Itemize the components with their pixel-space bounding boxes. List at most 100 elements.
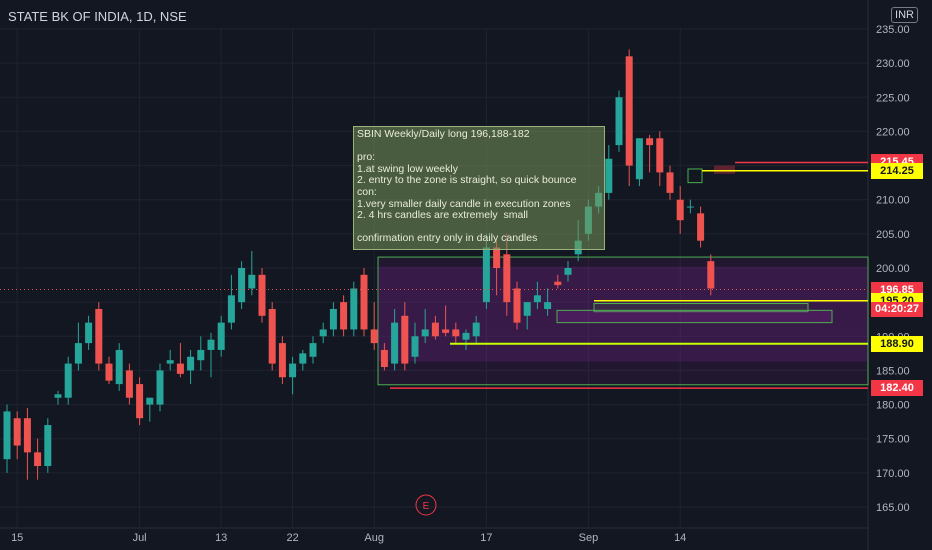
candle-body xyxy=(401,315,409,364)
candle-body xyxy=(13,418,21,446)
candle-body xyxy=(95,308,103,364)
entry-zone-box-lower xyxy=(556,309,833,324)
candle-body xyxy=(319,329,327,337)
candle-body xyxy=(176,363,184,374)
candle-body xyxy=(697,213,705,241)
y-tick-label: 230.00 xyxy=(876,58,910,70)
candle-body xyxy=(554,281,562,286)
event-marker[interactable]: E xyxy=(415,494,437,516)
y-tick-label: 200.00 xyxy=(876,263,910,275)
candle-body xyxy=(105,363,113,381)
entry-zone-box-late xyxy=(687,168,703,184)
candle-body xyxy=(707,261,715,289)
candle-body xyxy=(676,199,684,221)
candle-body xyxy=(329,308,337,330)
candle-body xyxy=(340,302,348,330)
x-tick-label: Sep xyxy=(579,532,599,544)
candle-body xyxy=(248,274,256,289)
candle-body xyxy=(268,308,276,364)
candle-body xyxy=(503,254,511,303)
y-tick-label: 170.00 xyxy=(876,468,910,480)
candle-body xyxy=(44,425,52,467)
y-tick-label: 225.00 xyxy=(876,92,910,104)
x-tick-label: 17 xyxy=(480,532,492,544)
candle-body xyxy=(85,322,93,344)
candle-body xyxy=(34,452,42,467)
price-tag: 188.90 xyxy=(871,335,923,352)
y-axis[interactable]: 165.00170.00175.00180.00185.00190.00195.… xyxy=(876,24,910,514)
candle-body xyxy=(146,397,154,405)
price-tag: 214.25 xyxy=(871,162,923,179)
candle-body xyxy=(482,247,490,303)
y-tick-label: 205.00 xyxy=(876,229,910,241)
demand-zone-outline xyxy=(377,256,869,386)
candle-body xyxy=(472,322,480,337)
candle-body xyxy=(115,349,123,385)
candle-body xyxy=(23,418,31,453)
candle-body xyxy=(74,343,82,364)
candle-body xyxy=(309,343,317,357)
candle-body xyxy=(370,329,378,344)
x-tick-label: 15 xyxy=(11,532,23,544)
candle-body xyxy=(64,363,72,398)
candle-body xyxy=(442,329,450,333)
candle-body xyxy=(380,349,388,368)
candle-body xyxy=(278,343,286,378)
candle-body xyxy=(431,322,439,337)
candle-body xyxy=(421,329,429,337)
x-tick-label: Aug xyxy=(364,532,384,544)
candle-body xyxy=(493,247,501,268)
candle-body xyxy=(207,339,215,350)
candle-body xyxy=(217,322,225,350)
candle-body xyxy=(411,336,419,357)
candle-body xyxy=(54,394,62,398)
candle-body xyxy=(605,158,613,193)
earnings-event-icon[interactable] xyxy=(415,494,437,516)
symbol-title[interactable]: STATE BK OF INDIA, 1D, NSE xyxy=(8,9,187,24)
candle-body xyxy=(258,274,266,316)
candle-body xyxy=(289,363,297,378)
x-tick-label: 14 xyxy=(674,532,686,544)
candle-body xyxy=(197,349,205,361)
candle-body xyxy=(299,353,307,364)
candle-body xyxy=(350,288,358,330)
candle-body xyxy=(391,322,399,364)
price-levels xyxy=(0,161,868,389)
resistance-zone-box xyxy=(714,165,735,174)
x-tick-label: 22 xyxy=(286,532,298,544)
candle-body xyxy=(544,302,552,309)
entry-zone-box-upper xyxy=(593,303,809,313)
candles xyxy=(3,49,715,480)
candle-body xyxy=(136,384,144,419)
candle-body xyxy=(156,370,164,405)
y-tick-label: 220.00 xyxy=(876,126,910,138)
candle-body xyxy=(452,329,460,337)
candle-body xyxy=(523,302,531,316)
event-marker-label: E xyxy=(423,501,430,512)
candle-body xyxy=(3,411,11,460)
grid-lines xyxy=(0,0,869,550)
bar-countdown: 04:20:27 xyxy=(871,302,923,317)
y-tick-label: 210.00 xyxy=(876,195,910,207)
y-tick-label: 235.00 xyxy=(876,24,910,36)
candle-body xyxy=(187,356,195,371)
candle-body xyxy=(125,370,133,398)
currency-badge[interactable]: INR xyxy=(891,7,918,23)
candle-body xyxy=(635,138,643,180)
candle-body xyxy=(533,295,541,303)
candle-body xyxy=(227,295,235,323)
candle-body xyxy=(615,97,623,146)
candle-body xyxy=(686,206,694,208)
candle-body xyxy=(564,268,572,275)
price-tag: 182.40 xyxy=(871,380,923,397)
y-tick-label: 165.00 xyxy=(876,502,910,514)
candle-body xyxy=(238,268,246,303)
analysis-note[interactable]: SBIN Weekly/Daily long 196,188-182 pro: … xyxy=(353,126,605,250)
trade-zones xyxy=(377,165,869,386)
candle-body xyxy=(646,138,654,146)
candle-body xyxy=(166,360,174,364)
x-tick-label: Jul xyxy=(133,532,147,544)
y-tick-label: 180.00 xyxy=(876,400,910,412)
x-axis[interactable]: 15 Jul 13 22 Aug 17 Sep 14 xyxy=(11,532,686,544)
